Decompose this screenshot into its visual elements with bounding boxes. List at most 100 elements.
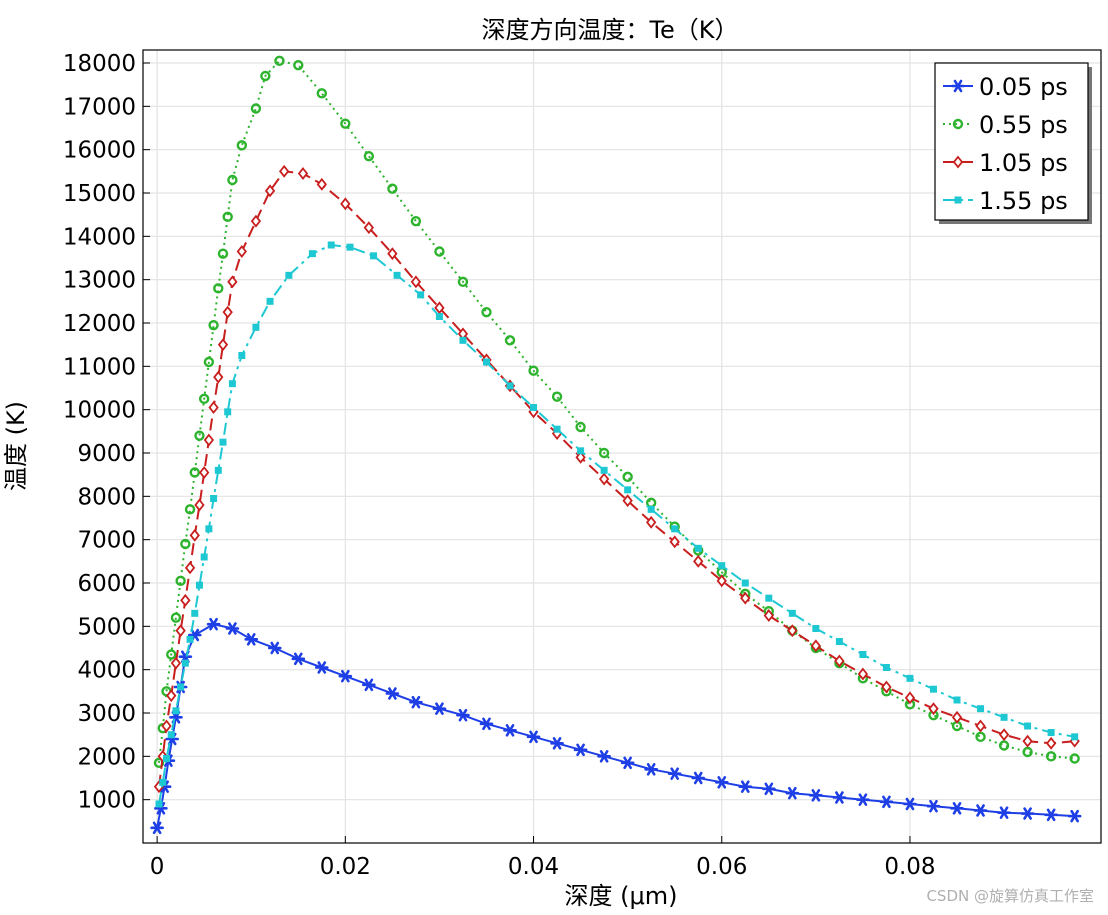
data-point bbox=[951, 79, 965, 93]
data-point bbox=[926, 799, 941, 813]
data-point bbox=[214, 466, 222, 474]
data-point bbox=[222, 305, 233, 319]
x-tick-label: 0.06 bbox=[696, 854, 747, 880]
data-point bbox=[882, 664, 890, 671]
data-point bbox=[285, 271, 293, 279]
data-point bbox=[205, 525, 213, 533]
data-point bbox=[1045, 736, 1057, 750]
data-point bbox=[718, 562, 726, 570]
data-point bbox=[624, 486, 632, 494]
data-point bbox=[222, 211, 233, 223]
data-point bbox=[434, 301, 445, 315]
data-point bbox=[856, 793, 870, 806]
data-point bbox=[316, 88, 328, 99]
data-point bbox=[194, 498, 205, 512]
data-point bbox=[598, 472, 610, 486]
data-point bbox=[551, 391, 563, 402]
data-point bbox=[363, 150, 375, 162]
data-point bbox=[180, 593, 191, 607]
data-point bbox=[788, 609, 796, 617]
data-point bbox=[1024, 722, 1032, 730]
data-point bbox=[859, 651, 867, 658]
data-point bbox=[316, 177, 327, 191]
legend: 0.05 ps 0.55 ps 1.05 ps 1.55 ps bbox=[934, 62, 1092, 224]
data-point bbox=[206, 617, 221, 631]
data-point bbox=[227, 174, 238, 186]
data-point bbox=[998, 740, 1010, 751]
data-point bbox=[528, 365, 539, 376]
y-tick-label: 10000 bbox=[63, 398, 136, 424]
legend-label: 1.05 ps bbox=[979, 149, 1068, 177]
data-point bbox=[279, 164, 290, 178]
series-line bbox=[158, 170, 1075, 787]
data-point bbox=[293, 59, 304, 71]
y-tick-label: 9000 bbox=[77, 441, 136, 467]
data-point bbox=[224, 408, 232, 416]
data-point bbox=[597, 750, 611, 763]
data-point bbox=[504, 335, 516, 346]
x-tick-label: 0.04 bbox=[508, 854, 559, 880]
data-point bbox=[577, 447, 585, 455]
data-point bbox=[762, 782, 776, 796]
data-point bbox=[213, 370, 224, 384]
data-point bbox=[765, 594, 773, 602]
data-point bbox=[175, 575, 186, 587]
data-point bbox=[177, 683, 185, 691]
data-point bbox=[217, 248, 229, 259]
data-point bbox=[184, 504, 196, 515]
y-tick-label: 12000 bbox=[63, 311, 136, 337]
data-point bbox=[172, 707, 180, 715]
data-point bbox=[1022, 746, 1033, 758]
y-axis-label: 温度 (K) bbox=[2, 401, 30, 491]
data-point bbox=[170, 656, 182, 670]
data-point bbox=[1020, 807, 1035, 820]
data-point bbox=[998, 728, 1010, 742]
data-point bbox=[219, 438, 227, 446]
data-point bbox=[195, 581, 203, 589]
data-point bbox=[553, 425, 561, 433]
data-point bbox=[244, 633, 259, 646]
x-axis-ticks: 0 0.02 0.04 0.06 0.08 bbox=[150, 836, 936, 880]
data-point bbox=[153, 757, 165, 769]
data-point bbox=[260, 70, 271, 82]
data-point bbox=[203, 356, 215, 368]
data-point bbox=[834, 654, 845, 668]
data-point bbox=[250, 214, 262, 228]
data-point bbox=[199, 466, 210, 479]
data-point bbox=[363, 221, 375, 235]
data-point bbox=[575, 421, 586, 433]
data-point bbox=[1047, 729, 1055, 736]
data-point bbox=[191, 609, 199, 617]
data-point bbox=[950, 802, 964, 815]
data-point bbox=[297, 167, 309, 180]
data-point bbox=[327, 241, 335, 249]
data-point bbox=[929, 685, 937, 693]
legend-entry: 1.55 ps bbox=[943, 187, 1068, 215]
data-point bbox=[225, 622, 240, 635]
data-point bbox=[266, 297, 274, 305]
data-point bbox=[928, 702, 939, 716]
y-tick-label: 18000 bbox=[63, 51, 136, 77]
data-point bbox=[973, 804, 988, 817]
data-point bbox=[163, 755, 171, 762]
data-point bbox=[228, 380, 236, 388]
y-axis-ticks: 1000 2000 3000 4000 5000 6000 7000 8000 9000 1000… bbox=[63, 51, 150, 814]
data-point bbox=[716, 574, 727, 588]
data-point bbox=[997, 806, 1011, 819]
data-point bbox=[954, 196, 962, 204]
data-point bbox=[340, 118, 351, 129]
data-point bbox=[236, 245, 247, 258]
y-tick-label: 17000 bbox=[63, 94, 136, 120]
legend-entry: 0.05 ps bbox=[943, 73, 1068, 101]
data-point bbox=[456, 708, 470, 722]
data-point bbox=[975, 719, 986, 733]
data-point bbox=[308, 250, 316, 258]
data-point bbox=[503, 724, 517, 737]
data-point bbox=[238, 352, 246, 359]
y-tick-label: 5000 bbox=[77, 614, 136, 640]
y-tick-label: 16000 bbox=[63, 138, 136, 164]
data-point bbox=[315, 661, 329, 674]
legend-label: 1.55 ps bbox=[979, 187, 1068, 215]
data-point bbox=[166, 649, 177, 660]
data-point bbox=[167, 731, 175, 739]
